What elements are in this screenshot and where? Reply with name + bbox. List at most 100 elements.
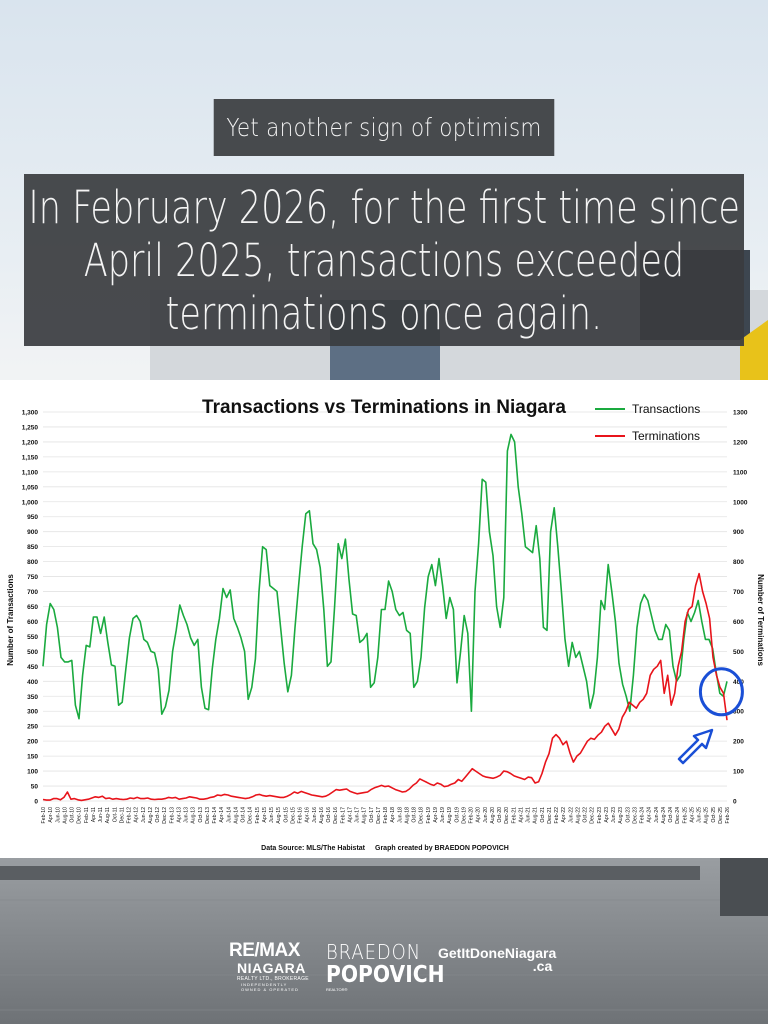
x-tick: Feb-15 <box>255 807 261 824</box>
y-axis-left-title: Number of Transactions <box>6 574 15 666</box>
x-tick: Dec-13 <box>205 807 211 824</box>
legend-transactions-label: Transactions <box>632 402 700 416</box>
x-tick: Jun-15 <box>269 807 275 823</box>
y-tick-right: 300 <box>733 709 744 716</box>
x-tick: Aug-18 <box>404 807 410 824</box>
x-tick: Apr-19 <box>433 807 439 823</box>
x-tick: Aug-15 <box>276 807 282 824</box>
x-tick: Dec-23 <box>632 807 638 824</box>
y-tick-left: 250 <box>27 724 38 731</box>
remax-logo: RE/MAX NIAGARA REALTY LTD., BROKERAGE IN… <box>229 940 309 992</box>
y-tick-left: 700 <box>27 589 38 596</box>
x-tick: Aug-19 <box>447 807 453 824</box>
x-tick: Dec-16 <box>333 807 339 824</box>
y-tick-left: 500 <box>27 649 38 656</box>
y-tick-right: 1000 <box>733 499 748 506</box>
x-tick: Dec-12 <box>162 807 168 824</box>
chart-card: 0 50 100 150 200 250 300 350 400 450 500 550 600 650 7… <box>0 380 768 858</box>
y-tick-left: 300 <box>27 709 38 716</box>
x-tick: Oct-11 <box>112 807 118 822</box>
x-tick: Jun-14 <box>226 807 232 823</box>
x-tick: Feb-10 <box>41 807 47 824</box>
x-tick: Dec-10 <box>77 807 83 824</box>
y-tick-left: 100 <box>27 769 38 776</box>
y-tick-right: 1200 <box>733 439 748 446</box>
y-tick-right: 800 <box>733 559 744 566</box>
x-tick: Apr-16 <box>305 807 311 823</box>
agent-logo: BRAEDON POPOVICH REALTOR® <box>326 940 461 992</box>
source-note: Data Source: MLS/The Habistat Graph creat… <box>261 845 509 852</box>
x-tick: Oct-18 <box>412 807 418 823</box>
x-tick: Apr-17 <box>347 807 353 823</box>
x-tick: Feb-24 <box>640 807 646 824</box>
x-tick: Jun-11 <box>98 807 104 823</box>
x-tick: Feb-12 <box>127 807 133 824</box>
x-tick: Dec-11 <box>119 807 125 823</box>
x-tick: Apr-24 <box>647 807 653 823</box>
y-tick-left: 0 <box>34 799 38 806</box>
x-tick: Jun-12 <box>141 807 147 823</box>
y-axis-right-title: Number of Terminations <box>756 574 765 666</box>
x-tick: Oct-12 <box>155 807 161 823</box>
y-tick-left: 900 <box>27 529 38 536</box>
y-tick-left: 750 <box>27 574 38 581</box>
y-axis-right: 0 100 200 300 400 500 600 700 800 900 1000 1100 1200… <box>733 410 748 806</box>
x-tick: Dec-15 <box>290 807 296 824</box>
x-axis: Feb-10 Apr-10 Jun-10 Aug-10 Oct-10 Dec-10 Feb-… <box>41 807 731 824</box>
y-tick-left: 600 <box>27 619 38 626</box>
headline-line-1: In February 2026, for the first time sin… <box>28 180 740 234</box>
chart-title: Transactions vs Terminations in Niagara <box>202 397 566 418</box>
legend-terminations-label: Terminations <box>632 429 700 443</box>
x-tick: Feb-20 <box>469 807 475 824</box>
x-tick: Apr-15 <box>262 807 268 823</box>
x-tick: Oct-19 <box>454 807 460 823</box>
x-tick: Aug-13 <box>191 807 197 824</box>
x-tick: Dec-20 <box>504 807 510 824</box>
x-tick: Feb-25 <box>682 807 688 824</box>
x-tick: Jun-25 <box>697 807 703 823</box>
y-tick-left: 350 <box>27 694 38 701</box>
y-tick-left: 550 <box>27 634 38 641</box>
highlight-arrow-icon <box>677 728 714 765</box>
y-tick-left: 150 <box>27 754 38 761</box>
y-tick-left: 1,200 <box>22 439 39 446</box>
x-tick: Jun-22 <box>568 807 574 823</box>
x-tick: Feb-21 <box>511 807 517 824</box>
y-tick-left: 1,000 <box>22 499 39 506</box>
x-tick: Aug-12 <box>148 807 154 824</box>
remax-office: NIAGARA <box>237 960 306 976</box>
series-line-terminations <box>42 572 728 802</box>
x-tick: Feb-22 <box>554 807 560 824</box>
headline-line-3: terminations once again. <box>165 286 603 340</box>
y-tick-left: 200 <box>27 739 38 746</box>
remax-brokerage: REALTY LTD., BROKERAGE <box>237 976 309 982</box>
y-tick-left: 1,050 <box>22 484 39 491</box>
x-tick: Apr-14 <box>219 807 225 823</box>
y-tick-left: 450 <box>27 664 38 671</box>
agent-last-name: POPOVICH <box>326 962 445 988</box>
x-tick: Oct-17 <box>369 807 375 823</box>
x-tick: Dec-14 <box>248 807 254 824</box>
x-tick: Aug-11 <box>105 807 111 823</box>
y-tick-left: 650 <box>27 604 38 611</box>
x-tick: Jun-10 <box>55 807 61 823</box>
x-tick: Feb-13 <box>169 807 175 824</box>
y-axis-left: 0 50 100 150 200 250 300 350 400 450 500 550 600 650 7… <box>22 410 39 806</box>
x-tick: Jun-24 <box>654 807 660 823</box>
x-tick: Aug-25 <box>704 807 710 824</box>
y-tick-left: 850 <box>27 544 38 551</box>
y-tick-right: 0 <box>733 799 737 806</box>
x-tick: Aug-16 <box>319 807 325 824</box>
y-tick-left: 1,300 <box>22 410 39 417</box>
x-tick: Aug-24 <box>661 807 667 824</box>
x-tick: Feb-23 <box>597 807 603 824</box>
chart-series <box>42 433 728 802</box>
x-tick: Jun-21 <box>526 807 532 823</box>
website-line-2: .ca <box>532 958 553 974</box>
y-tick-right: 400 <box>733 679 744 686</box>
x-tick: Oct-13 <box>198 807 204 823</box>
x-tick: Feb-14 <box>212 807 218 824</box>
x-tick: Jun-16 <box>312 807 318 823</box>
x-tick: Oct-15 <box>283 807 289 823</box>
x-tick: Apr-13 <box>176 807 182 823</box>
